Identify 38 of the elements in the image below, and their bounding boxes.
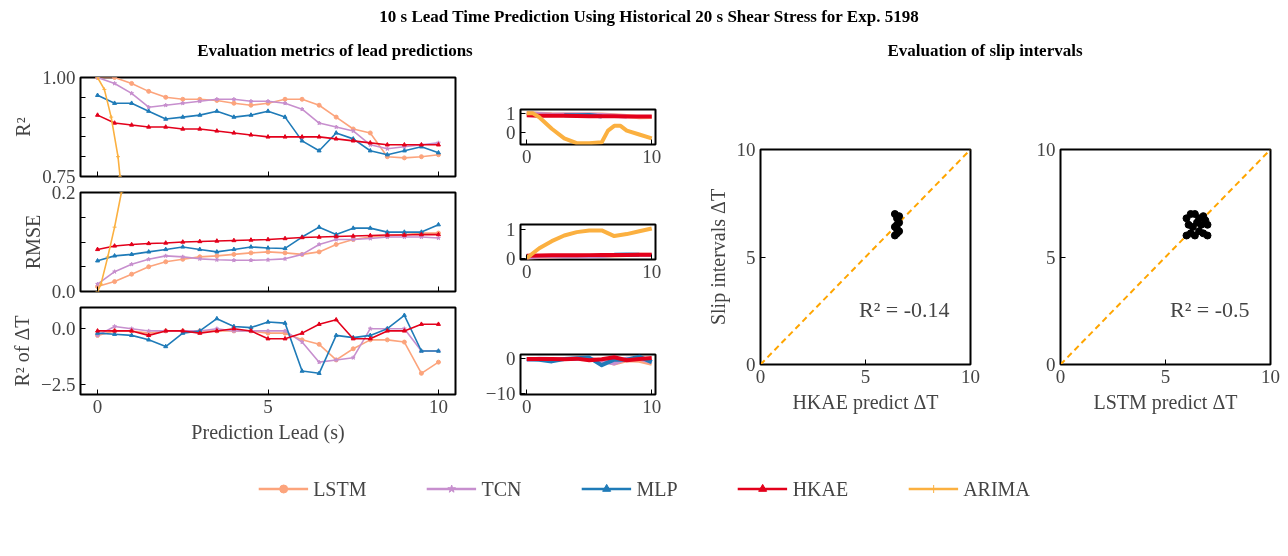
legend-label: HKAE [792, 477, 849, 501]
y-tick-label: 1 [506, 218, 516, 240]
x-tick-label: 10 [428, 395, 448, 417]
legend-label: LSTM [313, 477, 367, 501]
x-tick-label: 10 [642, 395, 662, 417]
legend-label: MLP [636, 477, 678, 501]
y-tick-label: 0.75 [42, 165, 76, 187]
text: 10 s Lead Time Prediction Using Historical 20 s Shear Stress for Exp. 5198 [379, 6, 919, 28]
annotation: R² = -0.5 [1170, 296, 1250, 322]
x-tick-label: 0 [522, 395, 532, 417]
y-tick-label: −2.5 [41, 373, 76, 395]
y-tick-label: 0.0 [51, 280, 76, 302]
y-tick-label: 0 [506, 347, 516, 369]
x-tick-label: 0 [92, 395, 103, 417]
y-tick-label: 1 [506, 102, 516, 124]
y-axis-title: R² [12, 116, 35, 137]
x-tick-label: 5 [1160, 365, 1171, 387]
y-tick-label: 1.00 [42, 66, 76, 88]
x-axis-title: Prediction Lead (s) [191, 420, 345, 444]
legend-label: TCN [481, 477, 522, 501]
x-tick-label: 5 [263, 395, 273, 417]
legend-label: ARIMA [963, 477, 1030, 501]
y-tick-label: 0 [506, 121, 516, 143]
chart-subtitle: Evaluation of slip intervals [887, 40, 1083, 63]
annotation: R² = -0.14 [859, 296, 950, 322]
y-tick-label: 5 [746, 246, 756, 268]
x-tick-label: 5 [860, 365, 871, 387]
y-tick-label: 0.0 [51, 317, 76, 339]
y-axis-title: R² of ΔT [11, 315, 34, 387]
y-tick-label: 5 [1046, 246, 1056, 268]
x-tick-label: 10 [1261, 365, 1280, 387]
y-tick-label: −10 [485, 382, 516, 404]
x-tick-label: 10 [961, 365, 980, 387]
x-axis-title: HKAE predict ΔT [792, 390, 939, 414]
x-axis-title: LSTM predict ΔT [1093, 390, 1238, 414]
chart-subtitle: Evaluation metrics of lead predictions [197, 40, 473, 63]
y-axis-title: RMSE [21, 214, 44, 269]
y-axis-title: Slip intervals ΔT [706, 188, 730, 325]
